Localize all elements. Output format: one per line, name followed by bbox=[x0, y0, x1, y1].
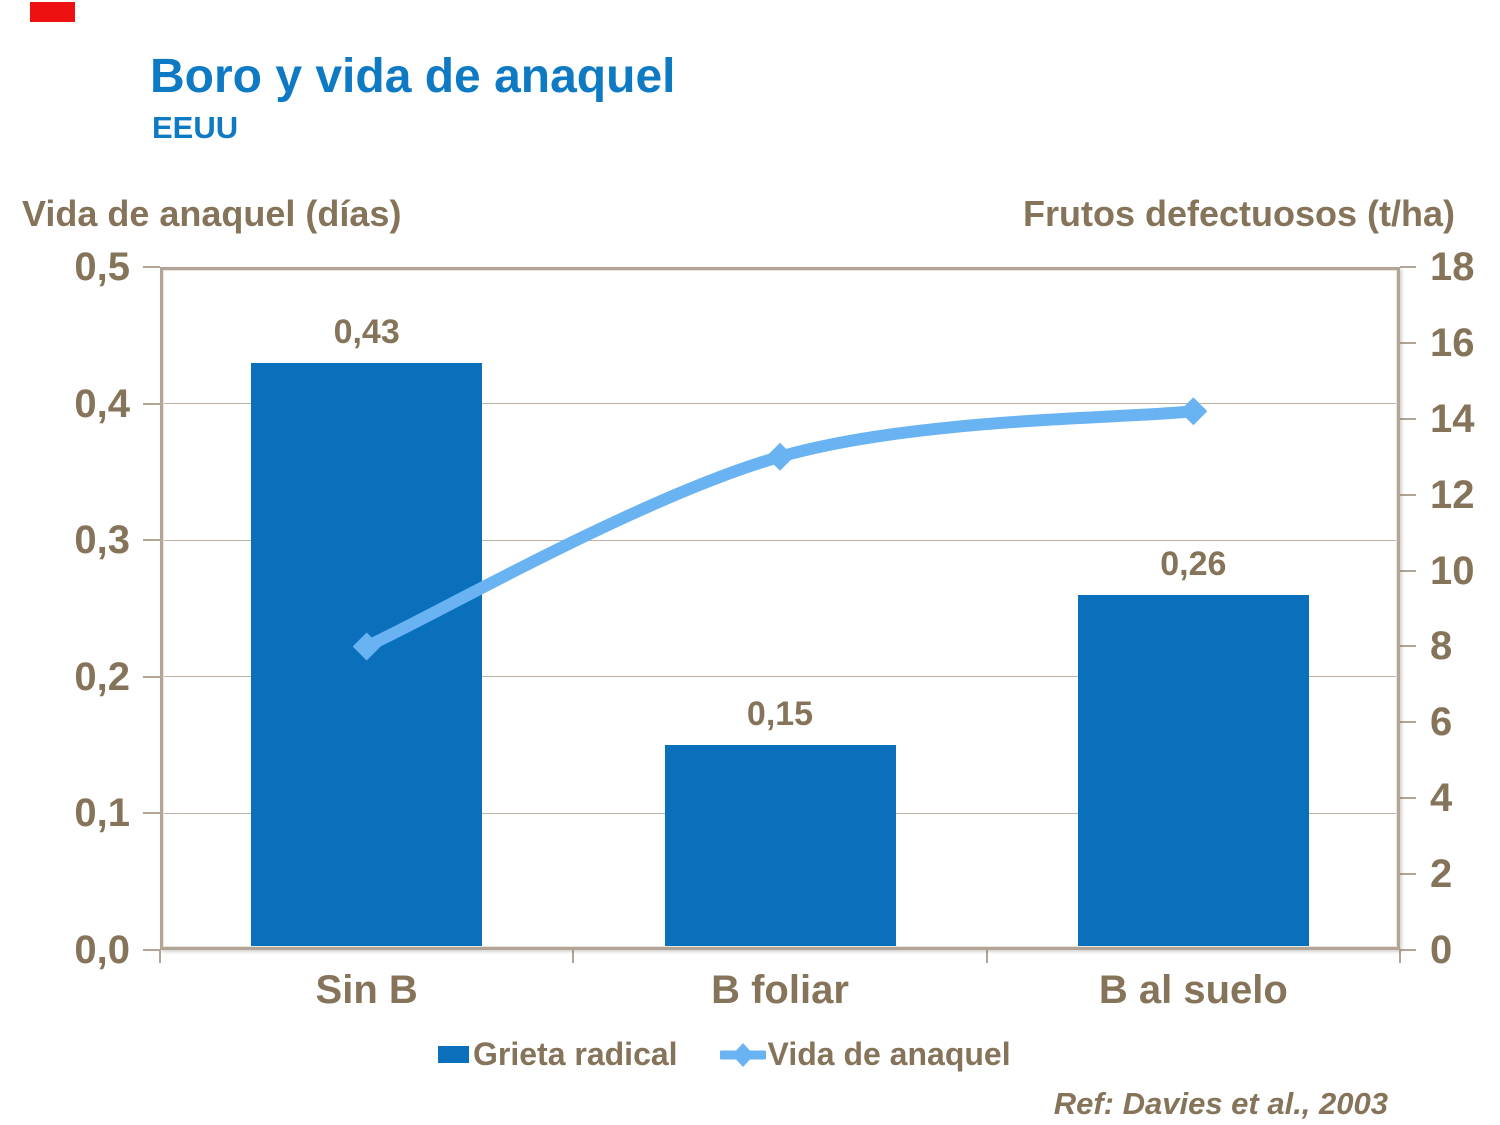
category-label: Sin B bbox=[315, 968, 418, 1012]
right-axis-tick bbox=[1400, 949, 1416, 951]
left-axis-title: Vida de anaquel (días) bbox=[22, 193, 402, 234]
gridline bbox=[160, 539, 1400, 541]
right-axis-tick bbox=[1400, 873, 1416, 876]
right-axis-tick-label: 16 bbox=[1430, 320, 1475, 365]
right-axis-tick-label: 8 bbox=[1430, 624, 1453, 669]
line-marker-diamond bbox=[766, 442, 794, 471]
left-axis-tick-label: 0,5 bbox=[74, 245, 130, 289]
gridline bbox=[160, 676, 1400, 678]
left-axis-tick-label: 0,1 bbox=[74, 791, 130, 836]
right-axis-tick-label: 6 bbox=[1430, 700, 1453, 745]
right-axis-tick bbox=[1400, 493, 1416, 496]
right-axis-tick-label: 18 bbox=[1430, 245, 1475, 289]
red-accent-block bbox=[30, 2, 75, 22]
right-axis-tick bbox=[1400, 569, 1416, 572]
right-axis-tick bbox=[1400, 417, 1416, 420]
left-axis-tick-label: 0,4 bbox=[74, 381, 130, 426]
reference-citation: Ref: Davies et al., 2003 bbox=[1053, 1086, 1388, 1121]
right-axis-tick-label: 14 bbox=[1430, 396, 1475, 441]
left-axis-tick-label: 0,2 bbox=[74, 654, 130, 699]
right-axis-tick-label: 10 bbox=[1430, 548, 1475, 593]
right-axis-tick bbox=[1400, 721, 1416, 724]
legend-item-grieta-radical: Grieta radical bbox=[438, 1036, 678, 1073]
left-axis-tick bbox=[143, 812, 160, 815]
category-boundary-tick bbox=[1399, 950, 1401, 963]
category-label: B al suelo bbox=[1098, 968, 1288, 1012]
right-axis-tick-label: 0 bbox=[1430, 928, 1453, 972]
legend-item-label: Grieta radical bbox=[473, 1036, 678, 1072]
right-axis-title: Frutos defectuosos (t/ha) bbox=[1022, 193, 1455, 234]
right-axis-tick-label: 12 bbox=[1430, 472, 1475, 517]
legend-swatch-bar bbox=[438, 1046, 469, 1063]
category-boundary-tick bbox=[985, 950, 988, 963]
legend-item-vida-de-anaquel: Vida de anaquel bbox=[719, 1036, 1011, 1073]
line-marker-diamond bbox=[1179, 397, 1208, 426]
gridline bbox=[160, 403, 1400, 405]
right-axis-tick-label: 4 bbox=[1430, 776, 1453, 821]
bar-value-label: 0,26 bbox=[1160, 544, 1227, 583]
left-axis-tick bbox=[143, 402, 160, 405]
category-boundary-tick bbox=[572, 950, 575, 963]
right-axis-tick bbox=[1400, 797, 1416, 800]
right-axis-tick bbox=[1400, 645, 1416, 648]
legend-marker-line-icon bbox=[719, 1042, 766, 1067]
line-marker-diamond bbox=[352, 632, 381, 661]
left-axis-tick bbox=[143, 949, 160, 951]
left-axis-tick bbox=[143, 539, 160, 542]
left-axis-tick bbox=[143, 266, 160, 268]
page-title: Boro y vida de anaquel bbox=[150, 50, 676, 103]
right-axis-tick bbox=[1400, 266, 1416, 268]
legend-item-label: Vida de anaquel bbox=[767, 1036, 1011, 1072]
bar-value-label: 0,43 bbox=[333, 312, 400, 351]
right-axis-tick-label: 2 bbox=[1430, 852, 1453, 897]
right-axis-tick bbox=[1400, 341, 1416, 344]
left-axis-tick-label: 0,3 bbox=[74, 518, 130, 563]
bar-B foliar bbox=[664, 745, 896, 950]
legend: Grieta radical Vida de anaquel bbox=[438, 1036, 1011, 1073]
bar-B al suelo bbox=[1077, 594, 1309, 950]
left-axis-tick bbox=[143, 675, 160, 678]
left-axis-tick-label: 0,0 bbox=[74, 928, 130, 972]
page-subtitle: EEUU bbox=[152, 110, 239, 145]
category-label: B foliar bbox=[711, 968, 849, 1012]
bar-value-label: 0,15 bbox=[746, 695, 814, 734]
category-boundary-tick bbox=[159, 950, 161, 963]
line-series bbox=[352, 397, 1208, 661]
